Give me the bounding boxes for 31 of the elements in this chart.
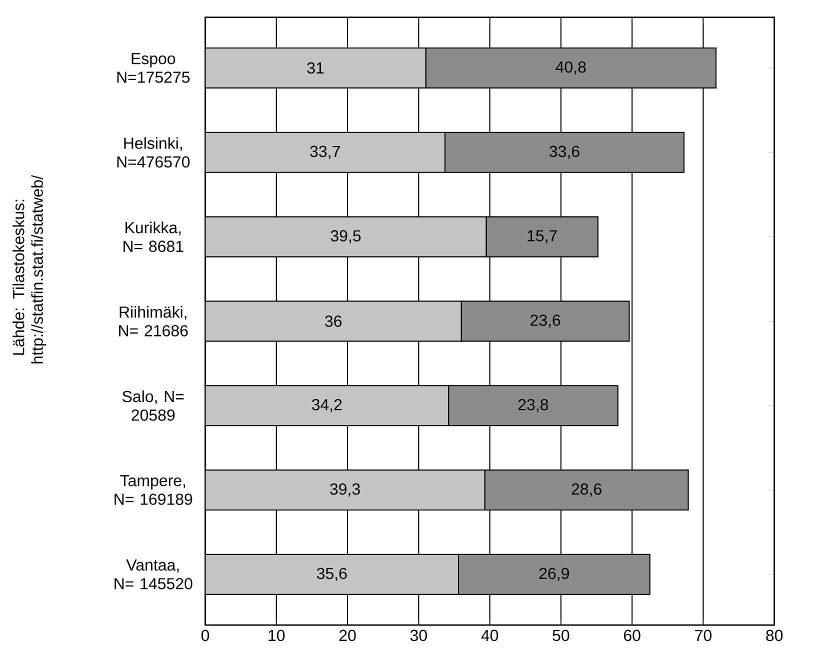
data-label: 40,8 (556, 62, 586, 75)
data-label: 28,6 (572, 484, 602, 497)
data-label: 23,8 (518, 399, 548, 412)
data-label: 33,7 (310, 146, 340, 160)
data-label: 31 (307, 62, 324, 74)
data-label: 39,3 (330, 484, 360, 497)
y-tick-label: Kurikka, N= 8681 (124, 222, 184, 252)
x-tick-label: 0 (201, 630, 210, 642)
x-tick-label: 60 (624, 630, 640, 642)
data-label: 39,5 (330, 230, 361, 244)
data-label: 36 (325, 316, 342, 327)
x-tick-label: 80 (766, 630, 783, 642)
y-tick-label: Salo, N= 20589 (122, 390, 184, 421)
x-tick-label: 20 (339, 630, 356, 642)
data-label: 26,9 (539, 568, 569, 582)
data-label: 23,6 (530, 314, 560, 328)
x-tick-label: 50 (552, 630, 570, 642)
data-label: 33,6 (550, 146, 580, 160)
y-tick-label: Vantaa, N= 145520 (114, 560, 192, 590)
x-tick-label: 10 (268, 630, 285, 642)
x-tick-label: 70 (695, 630, 712, 642)
y-tick-label: Riihimäki, N= 21686 (119, 306, 188, 337)
data-label: 15,7 (528, 230, 557, 244)
data-label: 35,6 (316, 568, 347, 582)
y-tick-label: Helsinki, N=476570 (117, 137, 190, 168)
text: Lähde: Tilastokeskus: http://statfin.stat.fi/statweb/ (12, 175, 46, 364)
x-tick-label: 30 (410, 630, 427, 642)
x-tick-label: 40 (481, 630, 498, 642)
y-tick-label: Espoo N=175275 (117, 53, 190, 84)
data-label: 34,2 (312, 399, 342, 412)
y-tick-label: Tampere, N= 169189 (114, 475, 192, 506)
